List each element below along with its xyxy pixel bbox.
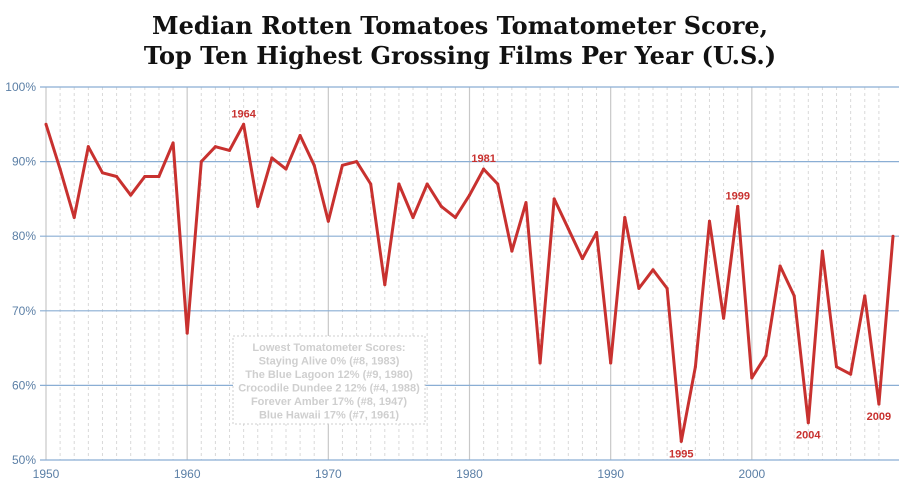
x-tick-label: 2000 bbox=[738, 467, 765, 481]
data-point bbox=[369, 182, 373, 186]
data-point bbox=[326, 219, 330, 223]
x-tick-label: 1980 bbox=[456, 467, 483, 481]
data-point bbox=[891, 234, 895, 238]
y-tick-label: 100% bbox=[5, 80, 36, 94]
y-tick-label: 60% bbox=[12, 378, 36, 392]
data-point bbox=[72, 216, 76, 220]
data-point bbox=[806, 421, 810, 425]
data-point bbox=[665, 286, 669, 290]
data-point bbox=[199, 160, 203, 164]
data-point bbox=[538, 361, 542, 365]
data-point bbox=[340, 163, 344, 167]
lowest-scores-line: Staying Alive 0% (#8, 1983) bbox=[259, 356, 400, 368]
data-point bbox=[44, 122, 48, 126]
data-point bbox=[722, 316, 726, 320]
lowest-scores-line: Forever Amber 17% (#8, 1947) bbox=[251, 396, 407, 408]
data-point bbox=[157, 175, 161, 179]
data-point bbox=[185, 331, 189, 335]
data-point bbox=[750, 376, 754, 380]
annotation-label: 1964 bbox=[231, 108, 256, 120]
data-point bbox=[778, 264, 782, 268]
data-point bbox=[707, 219, 711, 223]
data-point bbox=[792, 294, 796, 298]
annotation-label: 2004 bbox=[796, 430, 821, 442]
data-point bbox=[298, 133, 302, 137]
y-tick-label: 70% bbox=[12, 304, 36, 318]
data-point bbox=[284, 167, 288, 171]
major-gridlines bbox=[40, 86, 899, 461]
data-point bbox=[595, 230, 599, 234]
data-point bbox=[651, 268, 655, 272]
data-point bbox=[637, 286, 641, 290]
data-point bbox=[849, 372, 853, 376]
data-point bbox=[86, 145, 90, 149]
chart-title-line-2: Top Ten Highest Grossing Films Per Year … bbox=[144, 41, 776, 70]
data-point bbox=[453, 216, 457, 220]
annotation-label: 2009 bbox=[867, 411, 891, 423]
data-point bbox=[58, 167, 62, 171]
data-point bbox=[693, 365, 697, 369]
data-point bbox=[213, 145, 217, 149]
y-axis-tick-labels: 50% 60% 70% 80% 90% 100% bbox=[5, 80, 36, 467]
data-point bbox=[115, 175, 119, 179]
data-point bbox=[820, 249, 824, 253]
data-point bbox=[566, 227, 570, 231]
y-tick-label: 50% bbox=[12, 453, 36, 467]
data-point bbox=[877, 402, 881, 406]
data-point bbox=[496, 182, 500, 186]
data-point bbox=[143, 175, 147, 179]
data-point bbox=[764, 354, 768, 358]
data-point bbox=[468, 193, 471, 197]
annotations: 1964 1981 1995 1999 2004 2009 bbox=[231, 108, 891, 460]
x-axis-tick-labels: 1950 1960 1970 1980 1990 2000 bbox=[33, 467, 766, 481]
data-point bbox=[552, 197, 556, 201]
lowest-scores-line: Lowest Tomatometer Scores: bbox=[252, 342, 405, 354]
annotation-label: 1981 bbox=[471, 153, 495, 165]
x-tick-label: 1990 bbox=[597, 467, 624, 481]
series-layer bbox=[44, 122, 895, 443]
data-point bbox=[736, 204, 740, 208]
data-point bbox=[425, 182, 429, 186]
x-tick-label: 1960 bbox=[174, 467, 201, 481]
data-point bbox=[355, 160, 359, 164]
chart-title: Median Rotten Tomatoes Tomatometer Score… bbox=[144, 11, 776, 70]
data-point bbox=[411, 216, 415, 220]
lowest-scores-box-frame bbox=[232, 335, 426, 425]
lowest-scores-line: The Blue Lagoon 12% (#9, 1980) bbox=[245, 369, 413, 381]
data-point bbox=[510, 249, 514, 253]
data-point bbox=[171, 141, 175, 145]
x-tick-label: 1970 bbox=[315, 467, 342, 481]
y-tick-label: 90% bbox=[12, 155, 36, 169]
data-point bbox=[228, 148, 232, 152]
chart-title-line-1: Median Rotten Tomatoes Tomatometer Score… bbox=[152, 11, 768, 40]
data-point bbox=[835, 365, 839, 369]
data-point bbox=[256, 204, 260, 208]
data-point bbox=[609, 361, 613, 365]
annotation-label: 1995 bbox=[669, 448, 693, 460]
data-point bbox=[312, 163, 316, 167]
lowest-scores-line: Blue Hawaii 17% (#7, 1961) bbox=[259, 410, 399, 422]
data-point bbox=[129, 193, 133, 197]
annotation-label: 1999 bbox=[725, 190, 749, 202]
x-tick-label: 1950 bbox=[33, 467, 60, 481]
data-point bbox=[580, 257, 584, 261]
data-point bbox=[679, 439, 683, 443]
data-point bbox=[397, 182, 401, 186]
minor-gridlines bbox=[59, 87, 880, 460]
data-point bbox=[100, 171, 104, 175]
data-point bbox=[863, 294, 867, 298]
data-point bbox=[383, 283, 387, 287]
data-point bbox=[439, 204, 443, 208]
data-point bbox=[524, 201, 528, 205]
data-point bbox=[623, 216, 627, 220]
data-point bbox=[270, 156, 274, 160]
lowest-scores-line: Crocodile Dundee 2 12% (#4, 1988) bbox=[238, 383, 420, 395]
y-tick-label: 80% bbox=[12, 229, 36, 243]
data-point bbox=[242, 122, 246, 126]
data-point bbox=[482, 167, 486, 171]
lowest-scores-box: Lowest Tomatometer Scores: Staying Alive … bbox=[232, 335, 426, 425]
